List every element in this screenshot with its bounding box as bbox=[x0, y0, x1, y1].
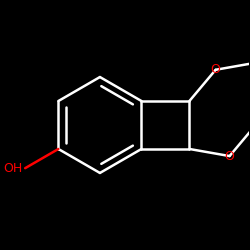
Text: OH: OH bbox=[4, 162, 23, 175]
Text: O: O bbox=[211, 63, 220, 76]
Text: O: O bbox=[225, 150, 234, 162]
